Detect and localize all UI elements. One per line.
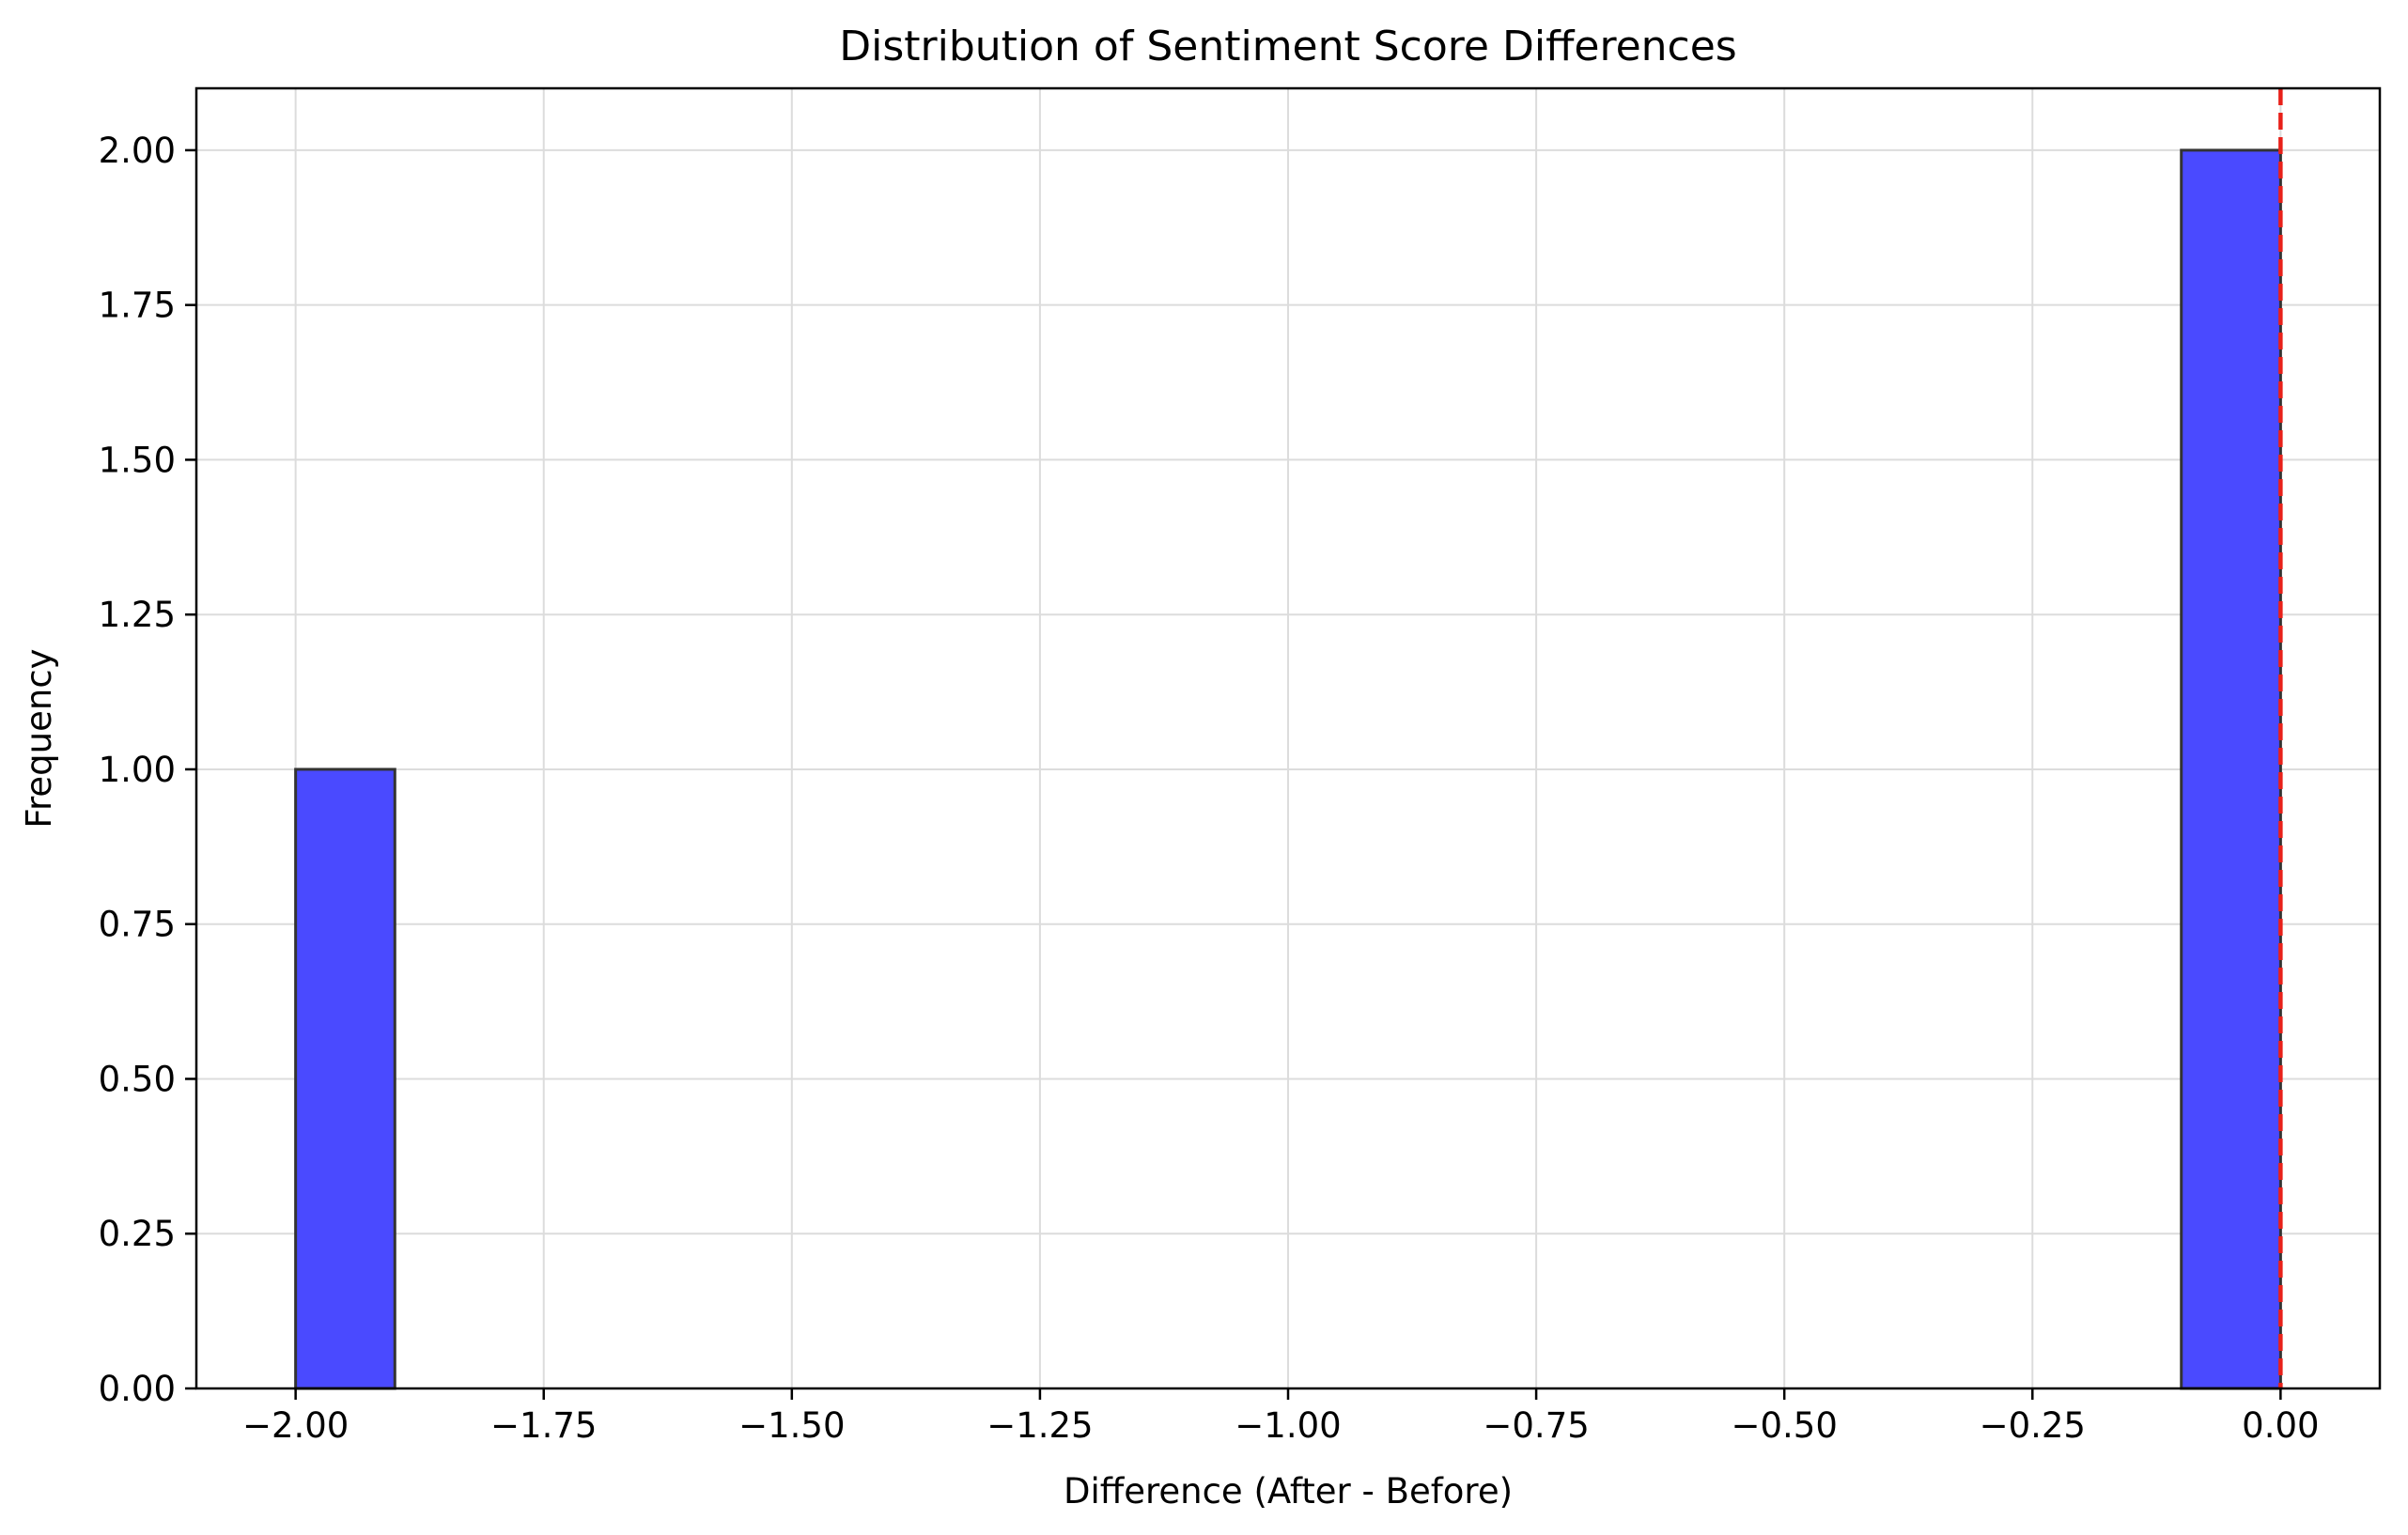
y-tick-label: 1.00	[99, 750, 176, 790]
y-axis-ticks: 0.00 0.25 0.50 0.75 1.00 1.25 1.50 1.75 2.00	[99, 131, 196, 1409]
histogram-bar	[294, 768, 396, 1390]
x-axis-label: Difference (After - Before)	[1064, 1471, 1513, 1512]
y-tick-label: 1.25	[99, 595, 176, 635]
y-tick-label: 0.75	[99, 905, 176, 945]
chart-title: Distribution of Sentiment Score Differen…	[839, 23, 1736, 70]
x-tick-label: −0.50	[1731, 1405, 1837, 1446]
histogram-bar	[2180, 148, 2282, 1390]
y-tick-label: 0.25	[99, 1214, 176, 1254]
x-tick-label: −1.50	[738, 1405, 845, 1446]
y-tick-label: 0.50	[99, 1059, 176, 1099]
x-tick-label: −0.25	[1980, 1405, 2086, 1446]
x-tick-label: −2.00	[242, 1405, 349, 1446]
y-tick-label: 1.75	[99, 286, 176, 326]
x-tick-label: −1.25	[987, 1405, 1093, 1446]
x-axis-ticks: −2.00 −1.75 −1.50 −1.25 −1.00 −0.75 −0.50 −0.25…	[242, 1388, 2320, 1446]
y-tick-label: 2.00	[99, 131, 176, 171]
x-tick-label: −1.00	[1235, 1405, 1341, 1446]
y-tick-label: 0.00	[99, 1369, 176, 1409]
x-tick-label: 0.00	[2242, 1405, 2319, 1446]
bars	[294, 148, 2282, 1390]
x-tick-label: −0.75	[1483, 1405, 1589, 1446]
y-tick-label: 1.50	[99, 440, 176, 480]
x-tick-label: −1.75	[490, 1405, 597, 1446]
y-axis-label: Frequency	[19, 648, 59, 828]
